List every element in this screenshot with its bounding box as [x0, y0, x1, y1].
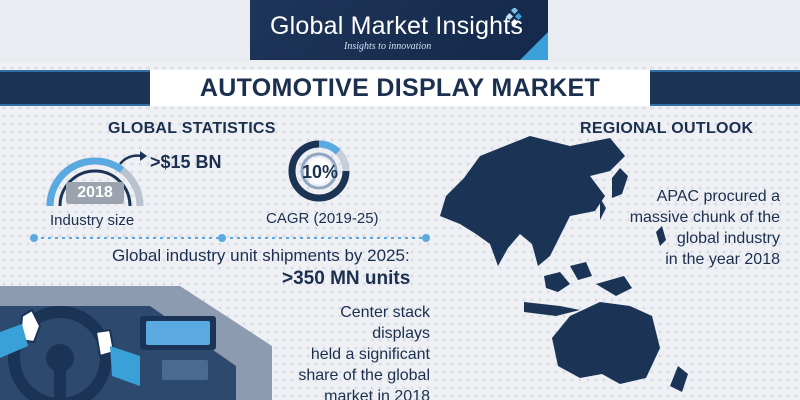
cagr-value: 10% — [302, 162, 339, 182]
donut-chart-icon — [288, 140, 350, 202]
industry-size-value: >$15 BN — [150, 152, 222, 172]
cagr-label: CAGR (2019-25) — [266, 210, 379, 227]
page-title: AUTOMOTIVE DISPLAY MARKET — [199, 73, 601, 102]
regional-outlook-line: APAC procured a — [656, 188, 780, 205]
apac-map-icon — [440, 136, 688, 392]
logo-accent-corner — [520, 32, 548, 60]
center-stack-line: market in 2018 — [324, 388, 430, 400]
shipments-value: >350 MN units — [282, 268, 411, 289]
title-box: AUTOMOTIVE DISPLAY MARKET — [150, 70, 650, 106]
regional-outlook-line: global industry — [676, 230, 780, 247]
brand-logo: Global Market Insights Insights to innov… — [250, 0, 548, 60]
shipments-text: Global industry unit shipments by 2025: — [112, 246, 410, 265]
center-stack-text: Center stack displays held a significant… — [280, 302, 430, 400]
industry-size-label: Industry size — [50, 212, 135, 229]
industry-size-year: 2018 — [77, 184, 113, 201]
brand-tagline: Insights to innovation — [344, 41, 432, 52]
regional-outlook-line: in the year 2018 — [665, 251, 780, 268]
regional-outlook-heading: REGIONAL OUTLOOK — [580, 120, 754, 137]
brand-name: Global Market Insights — [270, 12, 524, 40]
dotted-divider — [30, 234, 430, 242]
gauge-icon — [46, 157, 144, 207]
regional-outlook-line: massive chunk of the — [629, 209, 780, 226]
arrow-right-icon — [119, 151, 147, 165]
center-stack-line: share of the global — [298, 367, 430, 384]
center-stack-line: Center stack displays — [340, 304, 430, 342]
global-statistics-heading: GLOBAL STATISTICS — [108, 120, 276, 137]
regional-outlook-text: APAC procured a massive chunk of the glo… — [606, 186, 780, 270]
car-dashboard-icon — [0, 286, 272, 400]
diamond-cluster-icon — [505, 8, 523, 27]
center-stack-line: held a significant — [310, 346, 430, 363]
